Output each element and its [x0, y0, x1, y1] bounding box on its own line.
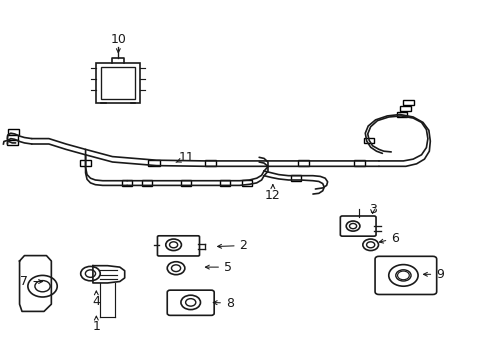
Bar [364, 138, 373, 143]
Bar [80, 160, 91, 166]
Text: 12: 12 [264, 185, 280, 202]
Bar [396, 112, 407, 117]
Bar [242, 180, 251, 186]
Bar [220, 180, 229, 186]
Text: 9: 9 [423, 268, 443, 281]
Text: 5: 5 [205, 261, 231, 274]
Bar [142, 180, 151, 186]
Bar [148, 160, 159, 166]
Bar [400, 106, 410, 111]
Text: 6: 6 [379, 232, 398, 245]
Text: 8: 8 [213, 297, 233, 310]
Text: 7: 7 [20, 275, 42, 288]
Text: 10: 10 [110, 33, 126, 53]
Bar [181, 180, 190, 186]
Text: 1: 1 [92, 316, 100, 333]
Bar [353, 160, 364, 166]
Text: 3: 3 [368, 203, 376, 216]
Text: 11: 11 [176, 151, 194, 164]
Bar [297, 160, 308, 166]
Bar [8, 129, 19, 135]
Bar [290, 175, 300, 180]
Bar [204, 160, 216, 166]
Bar [122, 180, 132, 186]
Text: 2: 2 [217, 239, 247, 252]
Bar [402, 100, 413, 105]
Bar [7, 135, 18, 140]
Text: 4: 4 [92, 291, 100, 308]
Bar [7, 140, 18, 145]
